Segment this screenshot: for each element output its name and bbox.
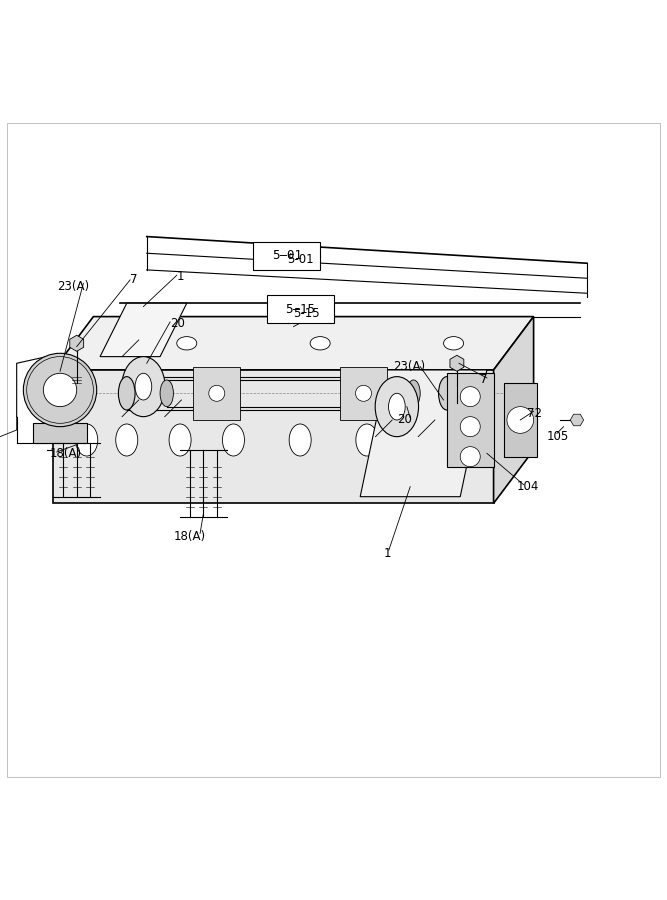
Ellipse shape bbox=[407, 380, 420, 407]
Text: 72: 72 bbox=[527, 407, 542, 419]
Ellipse shape bbox=[289, 424, 311, 456]
Text: 1: 1 bbox=[177, 270, 184, 284]
Circle shape bbox=[460, 446, 480, 467]
Text: 7: 7 bbox=[130, 274, 137, 286]
Ellipse shape bbox=[135, 374, 152, 400]
Polygon shape bbox=[53, 370, 494, 503]
Text: 5-15: 5-15 bbox=[293, 307, 320, 320]
Ellipse shape bbox=[121, 356, 165, 417]
Polygon shape bbox=[494, 317, 534, 503]
Ellipse shape bbox=[439, 376, 455, 410]
Circle shape bbox=[209, 385, 225, 401]
Ellipse shape bbox=[76, 424, 98, 456]
Text: 1: 1 bbox=[384, 547, 391, 560]
Text: 20: 20 bbox=[170, 317, 185, 329]
Circle shape bbox=[43, 374, 77, 407]
Text: 105: 105 bbox=[547, 430, 569, 443]
Ellipse shape bbox=[356, 424, 378, 456]
FancyBboxPatch shape bbox=[253, 242, 320, 270]
Text: 104: 104 bbox=[517, 481, 540, 493]
Polygon shape bbox=[450, 356, 464, 372]
Polygon shape bbox=[100, 303, 187, 356]
Circle shape bbox=[507, 407, 534, 433]
Polygon shape bbox=[570, 414, 584, 426]
Polygon shape bbox=[70, 336, 83, 351]
Circle shape bbox=[460, 387, 480, 407]
Ellipse shape bbox=[388, 393, 405, 420]
Polygon shape bbox=[193, 366, 240, 420]
Ellipse shape bbox=[444, 337, 464, 350]
Ellipse shape bbox=[456, 424, 478, 456]
Ellipse shape bbox=[119, 376, 135, 410]
Polygon shape bbox=[340, 366, 387, 420]
Ellipse shape bbox=[177, 337, 197, 350]
Text: 20: 20 bbox=[397, 413, 412, 427]
Polygon shape bbox=[360, 370, 487, 497]
Ellipse shape bbox=[375, 376, 419, 436]
Circle shape bbox=[23, 354, 97, 427]
Text: 7: 7 bbox=[480, 374, 488, 386]
Text: 23(A): 23(A) bbox=[394, 360, 426, 373]
Ellipse shape bbox=[222, 424, 244, 456]
Polygon shape bbox=[33, 423, 87, 444]
Text: 5‒15: 5‒15 bbox=[285, 302, 315, 316]
Polygon shape bbox=[504, 383, 537, 456]
Circle shape bbox=[460, 417, 480, 436]
Text: 5‒01: 5‒01 bbox=[272, 249, 301, 263]
Circle shape bbox=[356, 385, 372, 401]
Ellipse shape bbox=[310, 337, 330, 350]
Ellipse shape bbox=[116, 424, 137, 456]
Polygon shape bbox=[447, 374, 494, 467]
FancyBboxPatch shape bbox=[267, 295, 334, 323]
Text: 23(A): 23(A) bbox=[57, 280, 89, 293]
Text: 5-01: 5-01 bbox=[287, 254, 313, 266]
Text: 18(A): 18(A) bbox=[50, 446, 82, 460]
Text: 18(A): 18(A) bbox=[173, 530, 205, 544]
Ellipse shape bbox=[409, 424, 431, 456]
Ellipse shape bbox=[160, 380, 173, 407]
Polygon shape bbox=[53, 317, 534, 370]
Ellipse shape bbox=[169, 424, 191, 456]
